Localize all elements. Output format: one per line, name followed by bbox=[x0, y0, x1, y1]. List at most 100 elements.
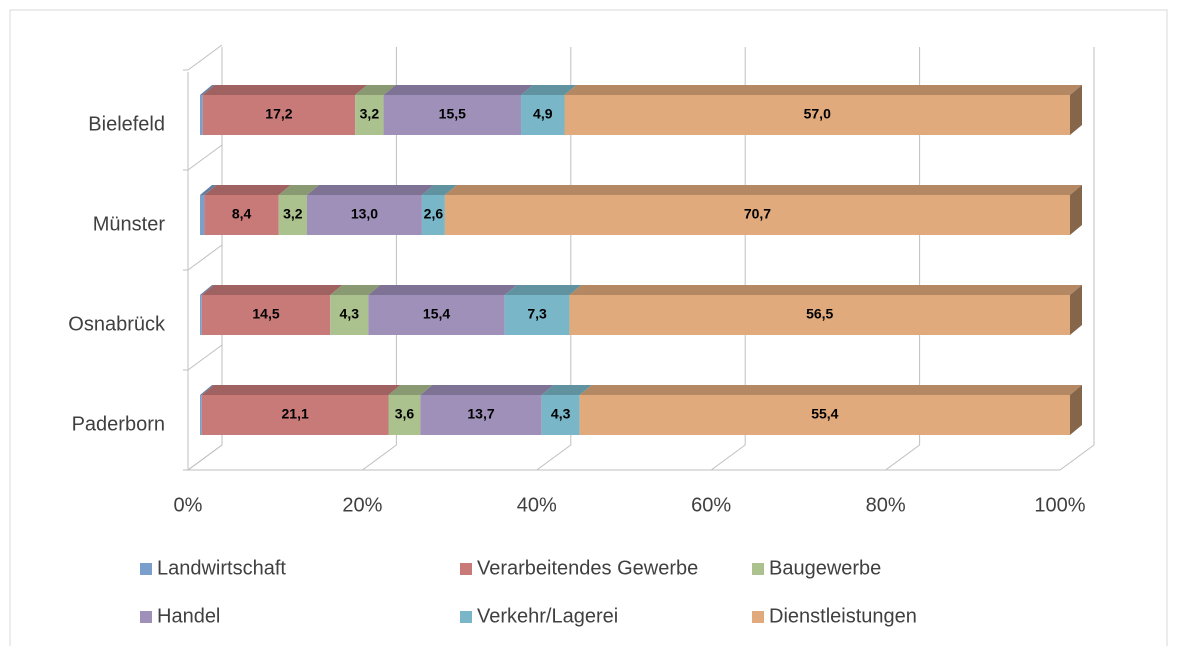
bar-segment bbox=[421, 195, 445, 235]
bar-top bbox=[420, 385, 554, 395]
bar-top bbox=[200, 285, 214, 295]
bar-top bbox=[504, 285, 582, 295]
bar-side bbox=[1070, 85, 1082, 135]
x-tick-label: 60% bbox=[691, 494, 731, 516]
bar-top bbox=[421, 185, 457, 195]
bar-top bbox=[541, 385, 592, 395]
floor-line bbox=[187, 444, 223, 471]
left-wall-edge bbox=[187, 344, 223, 371]
bar-segment bbox=[541, 395, 580, 435]
bar-side bbox=[1070, 385, 1082, 435]
bar-segment bbox=[201, 295, 331, 335]
bar-top bbox=[278, 185, 319, 195]
legend-label: Verkehr/Lagerei bbox=[477, 605, 618, 627]
bar-top bbox=[200, 85, 215, 95]
x-tick-label: 0% bbox=[174, 494, 203, 516]
legend-swatch bbox=[752, 563, 764, 575]
data-label: 2,6 bbox=[424, 206, 444, 222]
floor-line bbox=[885, 444, 920, 471]
data-label: 70,7 bbox=[744, 206, 771, 222]
x-tick-label: 40% bbox=[517, 494, 557, 516]
bar-segment bbox=[355, 95, 384, 135]
bar-segment bbox=[202, 95, 356, 135]
bar-top bbox=[200, 185, 217, 195]
legend-swatch bbox=[460, 563, 472, 575]
bar-top bbox=[521, 85, 577, 95]
bar-segment bbox=[444, 195, 1070, 235]
data-label: 8,4 bbox=[232, 206, 252, 222]
category-label: Bielefeld bbox=[88, 113, 165, 135]
floor-line bbox=[536, 444, 572, 471]
bar-segment bbox=[579, 395, 1070, 435]
bar-segment bbox=[200, 395, 202, 435]
legend-swatch bbox=[460, 611, 472, 623]
bar-top bbox=[383, 85, 534, 95]
floor-line bbox=[710, 444, 746, 471]
bar-segment bbox=[306, 195, 422, 235]
bar-segment bbox=[204, 195, 279, 235]
bar-segment bbox=[200, 95, 203, 135]
bar-segment bbox=[564, 95, 1070, 135]
legend-swatch bbox=[752, 611, 764, 623]
legend-swatch bbox=[140, 563, 152, 575]
bar-side bbox=[1070, 285, 1082, 335]
legend-label: Baugewerbe bbox=[769, 557, 881, 579]
bar-segment bbox=[278, 195, 307, 235]
bar-top bbox=[579, 385, 1082, 395]
data-label: 13,0 bbox=[351, 206, 378, 222]
bar-top bbox=[201, 385, 401, 395]
bar-top bbox=[388, 385, 433, 395]
left-wall-edge bbox=[187, 244, 223, 271]
floor-line bbox=[1059, 444, 1095, 471]
bar-segment bbox=[521, 95, 565, 135]
data-label: 3,2 bbox=[360, 106, 380, 122]
left-wall-edge bbox=[187, 144, 223, 171]
x-tick-label: 80% bbox=[866, 494, 906, 516]
data-label: 14,5 bbox=[252, 306, 279, 322]
data-label: 3,6 bbox=[395, 406, 415, 422]
data-label: 57,0 bbox=[804, 106, 831, 122]
data-label: 55,4 bbox=[811, 406, 838, 422]
bar-segment bbox=[383, 95, 522, 135]
bar-top bbox=[569, 285, 1082, 295]
bar-segment bbox=[569, 295, 1070, 335]
category-label: Paderborn bbox=[72, 413, 165, 435]
bar-segment bbox=[388, 395, 421, 435]
bar-top bbox=[368, 285, 517, 295]
data-label: 4,3 bbox=[551, 406, 571, 422]
x-tick-label: 100% bbox=[1034, 494, 1085, 516]
bar-segment bbox=[330, 295, 369, 335]
legend-label: Handel bbox=[157, 605, 220, 627]
bar-top bbox=[200, 385, 214, 395]
bar-side bbox=[1070, 185, 1082, 235]
bar-top bbox=[306, 185, 434, 195]
floor-line bbox=[362, 444, 397, 471]
data-label: 3,2 bbox=[283, 206, 303, 222]
data-label: 56,5 bbox=[806, 306, 833, 322]
left-wall-edge bbox=[187, 44, 223, 71]
bar-segment bbox=[420, 395, 542, 435]
legend-label: Landwirtschaft bbox=[157, 557, 286, 579]
bar-top bbox=[444, 185, 1082, 195]
bar-segment bbox=[200, 195, 205, 235]
x-tick-label: 20% bbox=[342, 494, 382, 516]
data-label: 4,9 bbox=[533, 106, 553, 122]
legend-label: Dienstleistungen bbox=[769, 605, 917, 627]
bar-top bbox=[330, 285, 381, 295]
data-label: 7,3 bbox=[527, 306, 547, 322]
category-label: Münster bbox=[93, 213, 166, 235]
data-label: 13,7 bbox=[467, 406, 494, 422]
bar-segment bbox=[201, 395, 389, 435]
data-label: 21,1 bbox=[282, 406, 309, 422]
bar-segment bbox=[368, 295, 505, 335]
data-label: 15,5 bbox=[439, 106, 466, 122]
bar-top bbox=[564, 85, 1082, 95]
bar-top bbox=[201, 285, 343, 295]
legend-swatch bbox=[140, 611, 152, 623]
data-label: 4,3 bbox=[340, 306, 360, 322]
bar-top bbox=[202, 85, 368, 95]
legend-label: Verarbeitendes Gewerbe bbox=[477, 557, 698, 579]
data-label: 17,2 bbox=[265, 106, 292, 122]
data-label: 15,4 bbox=[423, 306, 450, 322]
